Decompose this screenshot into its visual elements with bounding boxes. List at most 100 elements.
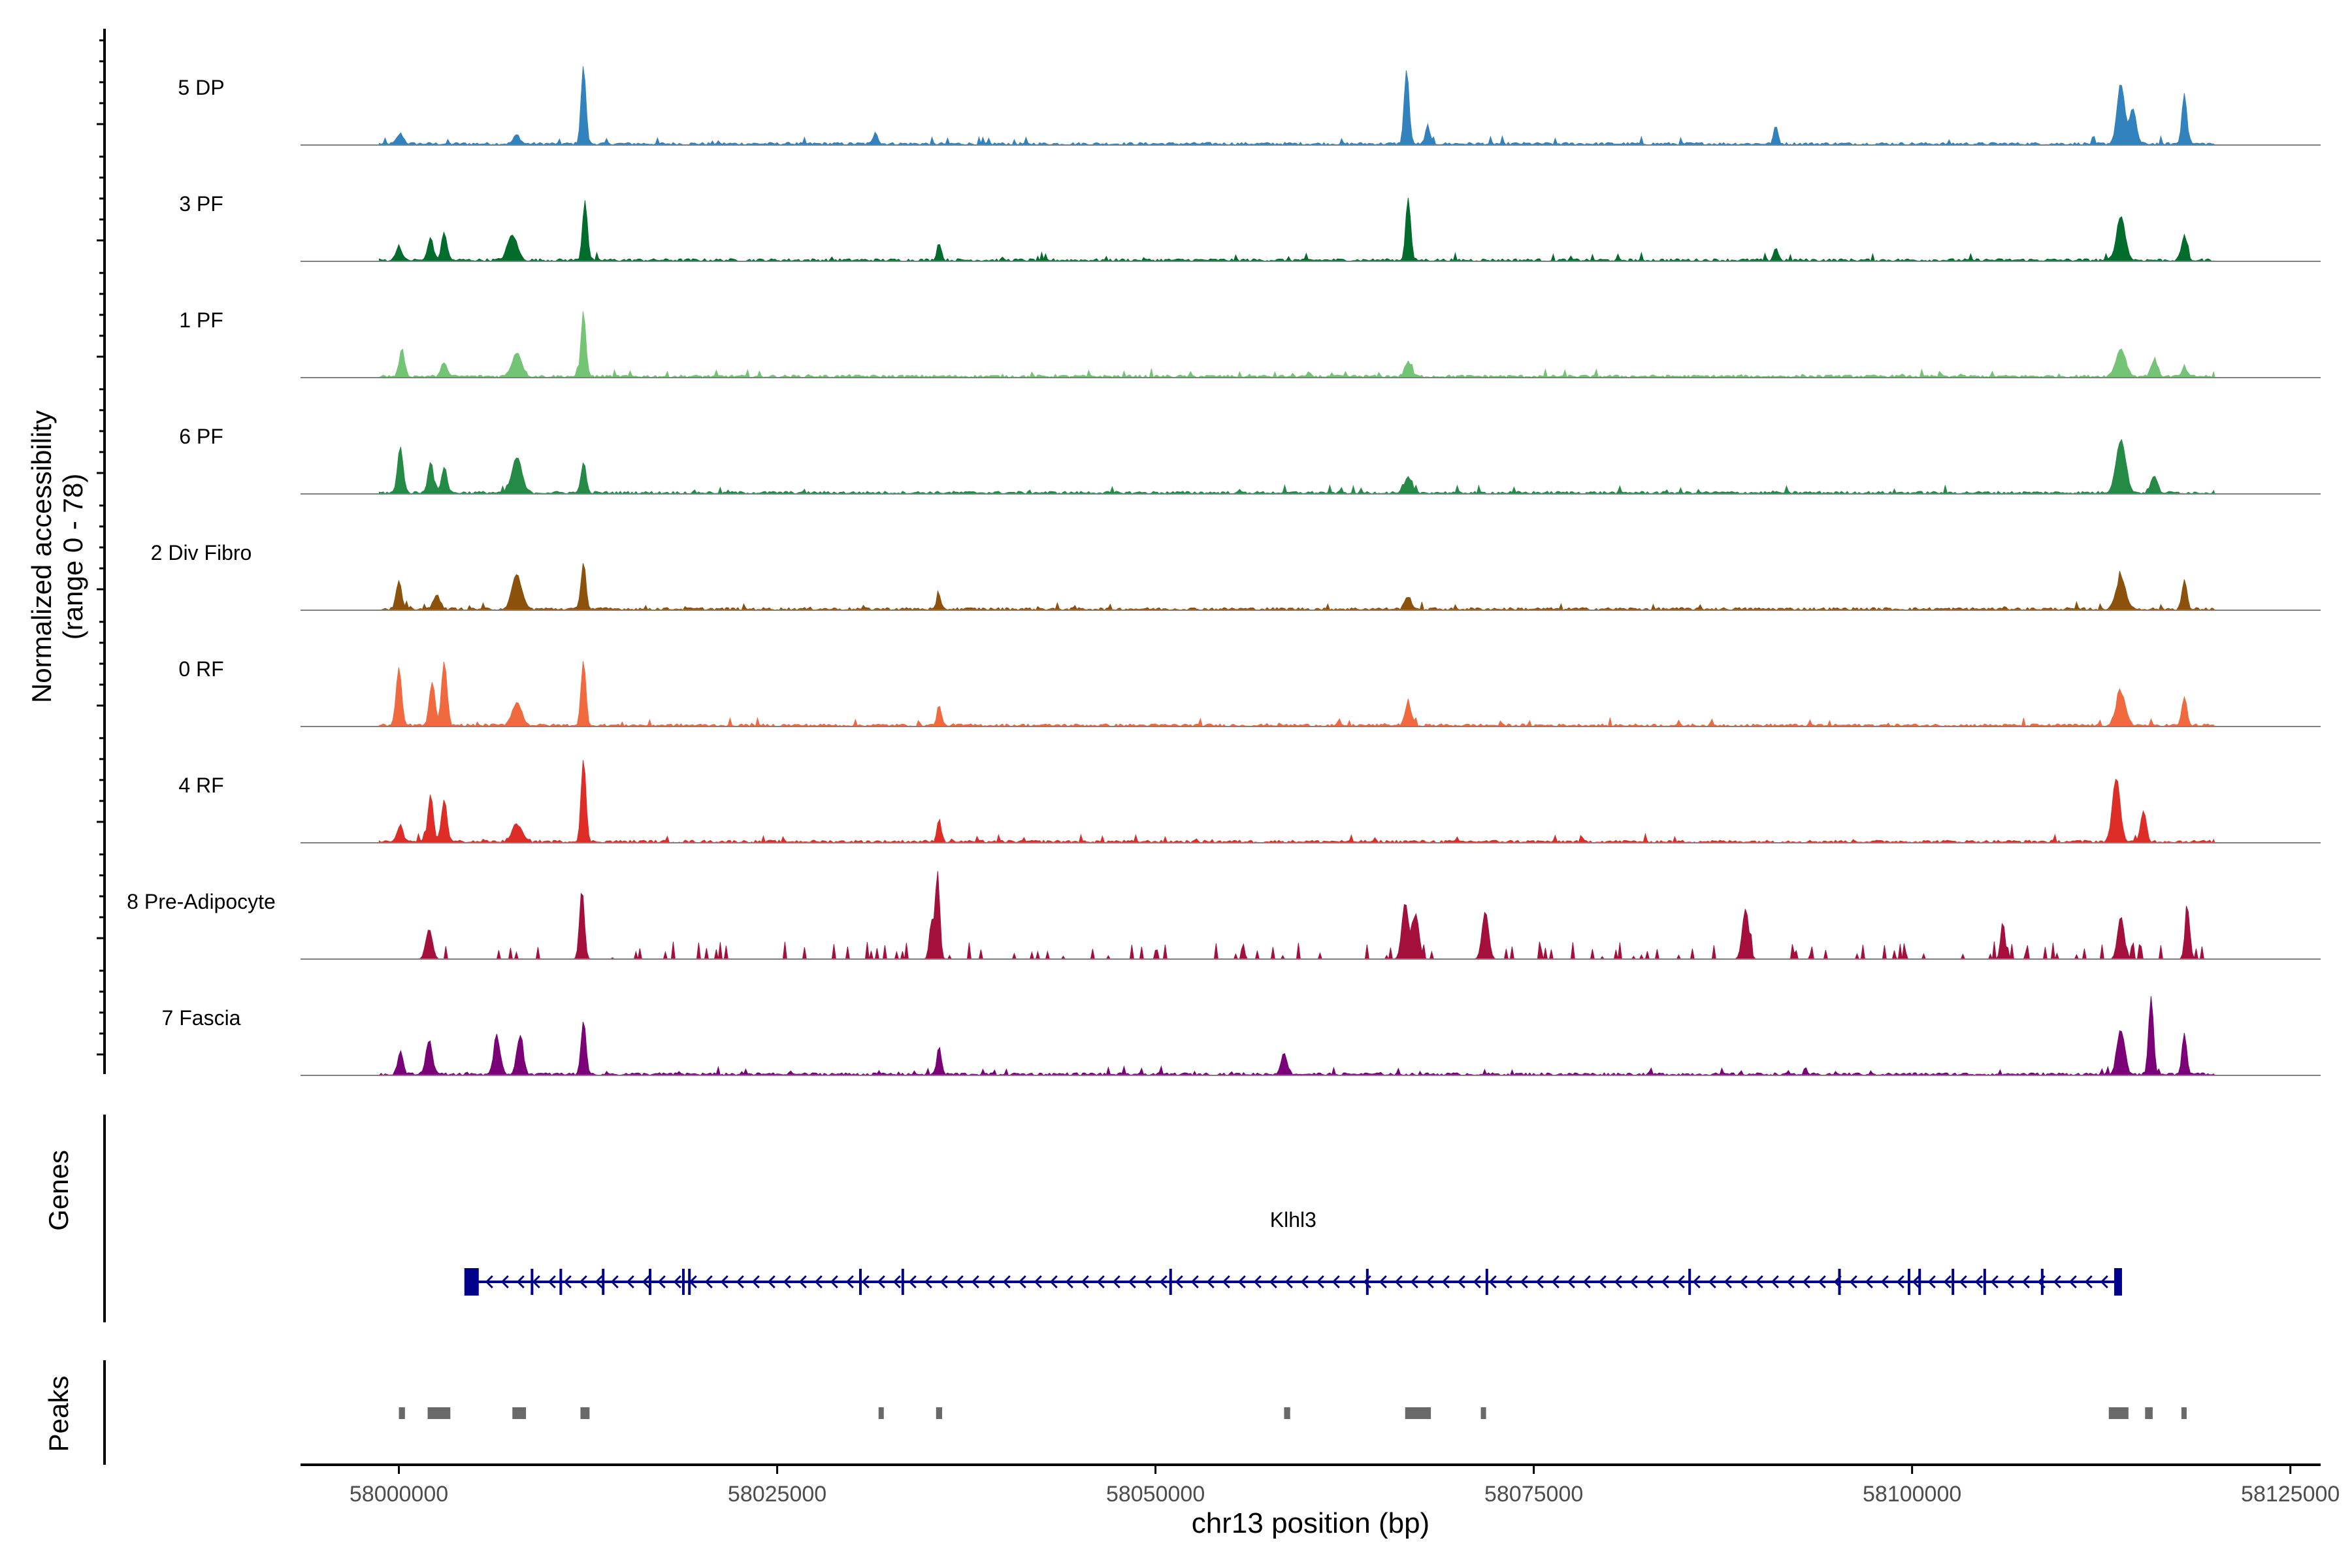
strand-arrow bbox=[720, 1275, 728, 1289]
strand-arrow bbox=[1676, 1275, 1685, 1289]
strand-arrow bbox=[626, 1275, 634, 1289]
x-tick-label: 58125000 bbox=[2241, 1482, 2340, 1507]
strand-arrow bbox=[2021, 1275, 2030, 1289]
track-4: 2 Div Fibro bbox=[151, 541, 2321, 611]
gene-exon bbox=[649, 1269, 652, 1295]
strand-arrow bbox=[1128, 1275, 1136, 1289]
peak-region bbox=[2181, 1407, 2187, 1419]
strand-arrow bbox=[736, 1275, 744, 1289]
strand-arrow bbox=[971, 1275, 979, 1289]
y-axis-title-line2: (range 0 - 78) bbox=[57, 474, 88, 640]
strand-arrow bbox=[924, 1275, 932, 1289]
strand-arrow bbox=[516, 1275, 525, 1289]
strand-arrow bbox=[1316, 1275, 1324, 1289]
strand-arrow bbox=[1300, 1275, 1309, 1289]
strand-arrow bbox=[1426, 1275, 1434, 1289]
track-coverage-area bbox=[378, 661, 2215, 727]
peak-regions-track bbox=[399, 1407, 2187, 1419]
strand-arrow bbox=[1849, 1275, 1857, 1289]
strand-arrow bbox=[1959, 1275, 1967, 1289]
strand-arrow bbox=[1661, 1275, 1669, 1289]
peak-region bbox=[512, 1407, 527, 1419]
strand-arrow bbox=[2068, 1275, 2077, 1289]
strand-arrow bbox=[1190, 1275, 1199, 1289]
gene-exon bbox=[1485, 1269, 1488, 1295]
strand-arrow bbox=[704, 1275, 713, 1289]
strand-arrow bbox=[1645, 1275, 1654, 1289]
strand-arrow bbox=[1755, 1275, 1763, 1289]
strand-arrow bbox=[908, 1275, 917, 1289]
strand-arrow bbox=[1896, 1275, 1904, 1289]
strand-arrow bbox=[767, 1275, 776, 1289]
gene-exon bbox=[531, 1269, 534, 1295]
gene-exon bbox=[901, 1269, 904, 1295]
track-1: 3 PF bbox=[179, 192, 2321, 262]
strand-arrow bbox=[1723, 1275, 1732, 1289]
strand-arrow bbox=[1394, 1275, 1403, 1289]
track-0: 5 DP bbox=[178, 66, 2321, 146]
strand-arrow bbox=[783, 1275, 791, 1289]
strand-arrow bbox=[1237, 1275, 1246, 1289]
peak-region bbox=[399, 1407, 405, 1419]
y-axis-title-line1: Normalized accessibility bbox=[26, 410, 57, 703]
peak-region bbox=[2108, 1407, 2129, 1419]
strand-arrow bbox=[1034, 1275, 1042, 1289]
strand-arrow bbox=[1943, 1275, 1952, 1289]
peak-region bbox=[936, 1407, 943, 1419]
strand-arrow bbox=[1488, 1275, 1497, 1289]
strand-arrow bbox=[814, 1275, 823, 1289]
strand-arrow bbox=[1159, 1275, 1168, 1289]
strand-arrow bbox=[1771, 1275, 1779, 1289]
peak-region bbox=[1480, 1407, 1486, 1419]
y-axis-title: Normalized accessibility (range 0 - 78) bbox=[26, 410, 88, 703]
strand-arrow bbox=[1629, 1275, 1638, 1289]
strand-arrow bbox=[1410, 1275, 1418, 1289]
strand-arrow bbox=[532, 1275, 540, 1289]
peak-region bbox=[2145, 1407, 2153, 1419]
strand-arrow bbox=[610, 1275, 619, 1289]
peak-region bbox=[878, 1407, 884, 1419]
strand-arrow bbox=[1786, 1275, 1795, 1289]
strand-arrow bbox=[1739, 1275, 1748, 1289]
strand-arrow bbox=[1535, 1275, 1544, 1289]
strand-arrow bbox=[579, 1275, 587, 1289]
gene-exon bbox=[1838, 1269, 1841, 1295]
gene-exon bbox=[2040, 1269, 2044, 1295]
strand-arrow bbox=[1331, 1275, 1340, 1289]
strand-arrow bbox=[673, 1275, 681, 1289]
strand-arrow bbox=[1927, 1275, 1936, 1289]
gene-exon bbox=[559, 1269, 563, 1295]
strand-arrow bbox=[595, 1275, 603, 1289]
strand-arrow bbox=[1049, 1275, 1058, 1289]
strand-arrow bbox=[657, 1275, 666, 1289]
strand-arrow bbox=[1081, 1275, 1089, 1289]
strand-arrow bbox=[892, 1275, 901, 1289]
strand-arrow bbox=[955, 1275, 964, 1289]
gene-exon bbox=[688, 1269, 691, 1295]
strand-arrow bbox=[547, 1275, 556, 1289]
gene-exon bbox=[681, 1269, 685, 1295]
gene-exon bbox=[1365, 1269, 1369, 1295]
x-tick-label: 58025000 bbox=[728, 1482, 826, 1507]
strand-arrow bbox=[1974, 1275, 1983, 1289]
strand-arrow bbox=[1065, 1275, 1073, 1289]
strand-arrow bbox=[1818, 1275, 1826, 1289]
track-label: 0 RF bbox=[178, 657, 223, 681]
track-label: 7 Fascia bbox=[162, 1006, 241, 1030]
track-5: 0 RF bbox=[178, 657, 2321, 727]
x-axis-ticks: 58000000 58025000 58050000 58075000 58100000… bbox=[350, 1465, 2340, 1507]
track-label: 4 RF bbox=[178, 774, 223, 797]
track-coverage-area bbox=[378, 996, 2215, 1076]
peak-region bbox=[580, 1407, 590, 1419]
strand-arrow bbox=[798, 1275, 807, 1289]
strand-arrow bbox=[1253, 1275, 1262, 1289]
peak-region bbox=[1284, 1407, 1290, 1419]
gene-exon bbox=[858, 1269, 862, 1295]
strand-arrow bbox=[1582, 1275, 1591, 1289]
peak-region bbox=[1405, 1407, 1431, 1419]
track-coverage-area bbox=[379, 563, 2215, 611]
track-label: 8 Pre-Adipocyte bbox=[127, 890, 276, 913]
strand-arrow bbox=[1143, 1275, 1152, 1289]
strand-arrow bbox=[1504, 1275, 1512, 1289]
